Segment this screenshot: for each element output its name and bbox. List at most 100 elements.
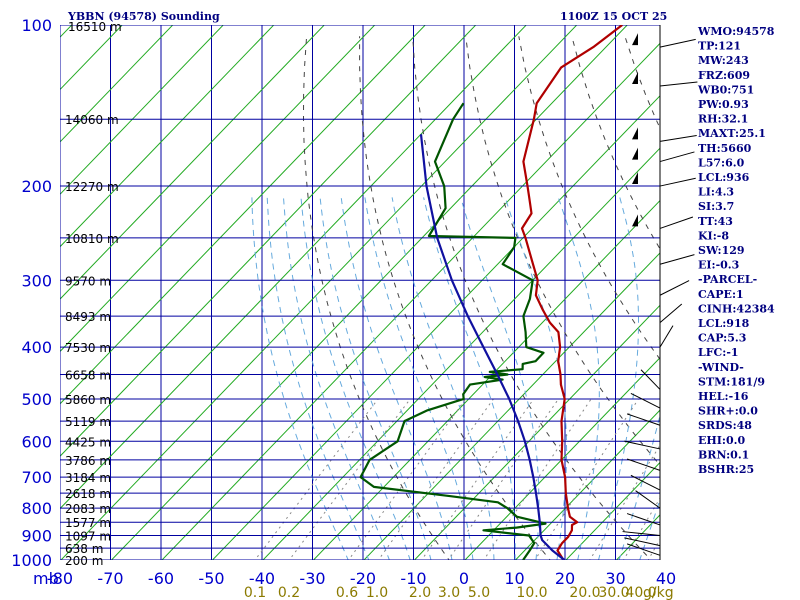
pressure-tick-label: 1000 bbox=[11, 551, 52, 570]
temperature-tick-label: 30 bbox=[605, 569, 625, 588]
height-label: 1097 m bbox=[65, 530, 111, 544]
mixing-ratio-ticks: 0.1 0.2 0.6 1.0 2.0 3.0 5.0 10.0 20.030.040.0 bbox=[244, 585, 657, 600]
index-item: SW:129 bbox=[698, 244, 745, 257]
height-label: 200 m bbox=[65, 554, 103, 568]
diagram-background-lines bbox=[0, 13, 800, 571]
temperature-tick-label: -50 bbox=[198, 569, 224, 588]
mixing-ratio-line bbox=[447, 398, 559, 560]
wind-barb bbox=[640, 369, 661, 390]
height-label: 3786 m bbox=[65, 454, 111, 468]
mixing-ratio-tick-label: 0.6 bbox=[336, 585, 358, 600]
isotherm bbox=[757, 13, 800, 571]
index-item: CINH:42384 bbox=[698, 302, 775, 315]
wind-barb bbox=[626, 413, 661, 426]
index-item: MAXT:25.1 bbox=[698, 127, 766, 140]
height-label: 5119 m bbox=[65, 415, 111, 429]
pressure-tick-label: 200 bbox=[21, 177, 52, 196]
height-label: 12270 m bbox=[65, 180, 119, 194]
moist-adiabat bbox=[460, 197, 540, 560]
trace-dewpoint bbox=[359, 102, 547, 560]
index-item: BRN:0.1 bbox=[698, 448, 749, 461]
temperature-tick-label: -40 bbox=[249, 569, 275, 588]
mixing-ratio-line bbox=[623, 497, 660, 560]
moist-adiabat bbox=[423, 197, 516, 560]
temperature-tick-label: -20 bbox=[350, 569, 376, 588]
index-item: STM:181/9 bbox=[698, 375, 765, 388]
pressure-tick-label: 300 bbox=[21, 271, 52, 290]
mixing-ratio-tick-label: 20.0 bbox=[569, 585, 600, 600]
height-label: 3184 m bbox=[65, 471, 111, 485]
temperature-tick-label: 0 bbox=[459, 569, 469, 588]
index-item: L57:6.0 bbox=[698, 156, 745, 169]
title-time: 1100Z 15 OCT 25 bbox=[560, 10, 667, 23]
isotherm bbox=[60, 25, 275, 248]
moist-adiabat bbox=[639, 498, 660, 560]
wind-barb bbox=[626, 513, 661, 526]
isotherm bbox=[60, 25, 174, 143]
height-label: 2083 m bbox=[65, 502, 111, 516]
index-item: EHI:0.0 bbox=[698, 434, 745, 447]
mixing-ratio-line bbox=[421, 398, 535, 560]
wind-barb bbox=[630, 474, 661, 491]
pressure-ticks: 100 200 300 400 500 600 700 800 900 1000 bbox=[11, 16, 52, 570]
height-label: 5860 m bbox=[65, 393, 111, 407]
wind-barb bbox=[659, 325, 674, 348]
index-item: LCL:936 bbox=[698, 171, 750, 184]
wind-barb bbox=[659, 38, 696, 48]
height-label: 2618 m bbox=[65, 487, 111, 501]
isotherm bbox=[60, 25, 426, 405]
height-label: 6658 m bbox=[65, 368, 111, 382]
isotherm bbox=[60, 25, 376, 353]
index-item: HEL:-16 bbox=[698, 390, 749, 403]
dry-adiabat bbox=[412, 36, 652, 560]
temperature-tick-label: 20 bbox=[555, 569, 575, 588]
height-label: 7530 m bbox=[65, 341, 111, 355]
wind-barb bbox=[624, 440, 661, 450]
isotherm bbox=[60, 25, 325, 300]
index-item: SHR+:0.0 bbox=[698, 405, 758, 418]
index-item: LFC:-1 bbox=[698, 346, 739, 359]
kg-label: g/kg bbox=[643, 585, 674, 600]
wind-flag bbox=[632, 172, 638, 185]
wind-barb bbox=[626, 543, 661, 556]
mixing-ratio-tick-label: 1.0 bbox=[366, 585, 388, 600]
isotherm bbox=[161, 42, 660, 560]
isotherm bbox=[60, 25, 578, 560]
wind-barb bbox=[659, 303, 683, 324]
wind-flag bbox=[632, 33, 638, 46]
dry-adiabat bbox=[302, 36, 450, 560]
mixing-ratio-line bbox=[647, 538, 660, 560]
mixing-ratio-line bbox=[288, 398, 411, 560]
temperature-tick-label: 10 bbox=[504, 569, 524, 588]
mixing-ratio-tick-label: 40.0 bbox=[625, 585, 656, 600]
plot-frame bbox=[60, 25, 660, 560]
trace-parcel bbox=[419, 134, 567, 560]
pressure-tick-label: 900 bbox=[21, 527, 52, 546]
mixing-ratio-line bbox=[534, 398, 639, 560]
moist-adiabat bbox=[251, 197, 349, 560]
pressure-tick-label: 500 bbox=[21, 390, 52, 409]
moist-adiabat bbox=[319, 197, 432, 560]
dry-adiabat bbox=[465, 36, 660, 466]
trace-temperature bbox=[520, 25, 623, 560]
wind-flag bbox=[632, 147, 638, 160]
isotherm bbox=[0, 13, 33, 571]
sounding-traces bbox=[359, 25, 623, 560]
index-item: EI:-0.3 bbox=[698, 259, 739, 272]
index-item: FRZ:609 bbox=[698, 69, 750, 82]
mixing-ratio-line bbox=[589, 444, 660, 560]
wind-flag bbox=[632, 127, 638, 140]
index-item: BSHR:25 bbox=[698, 463, 754, 476]
wind-barb bbox=[659, 254, 695, 265]
isotherm bbox=[363, 252, 660, 560]
moist-adiabat bbox=[300, 197, 411, 560]
index-item: -WIND- bbox=[698, 361, 744, 374]
index-item: -PARCEL- bbox=[698, 273, 757, 286]
wind-barb bbox=[659, 177, 696, 187]
index-item: TP:121 bbox=[698, 40, 741, 53]
index-item: TH:5660 bbox=[698, 142, 752, 155]
pressure-tick-label: 400 bbox=[21, 338, 52, 357]
wind-barb bbox=[659, 151, 695, 163]
pressure-tick-label: 800 bbox=[21, 499, 52, 518]
